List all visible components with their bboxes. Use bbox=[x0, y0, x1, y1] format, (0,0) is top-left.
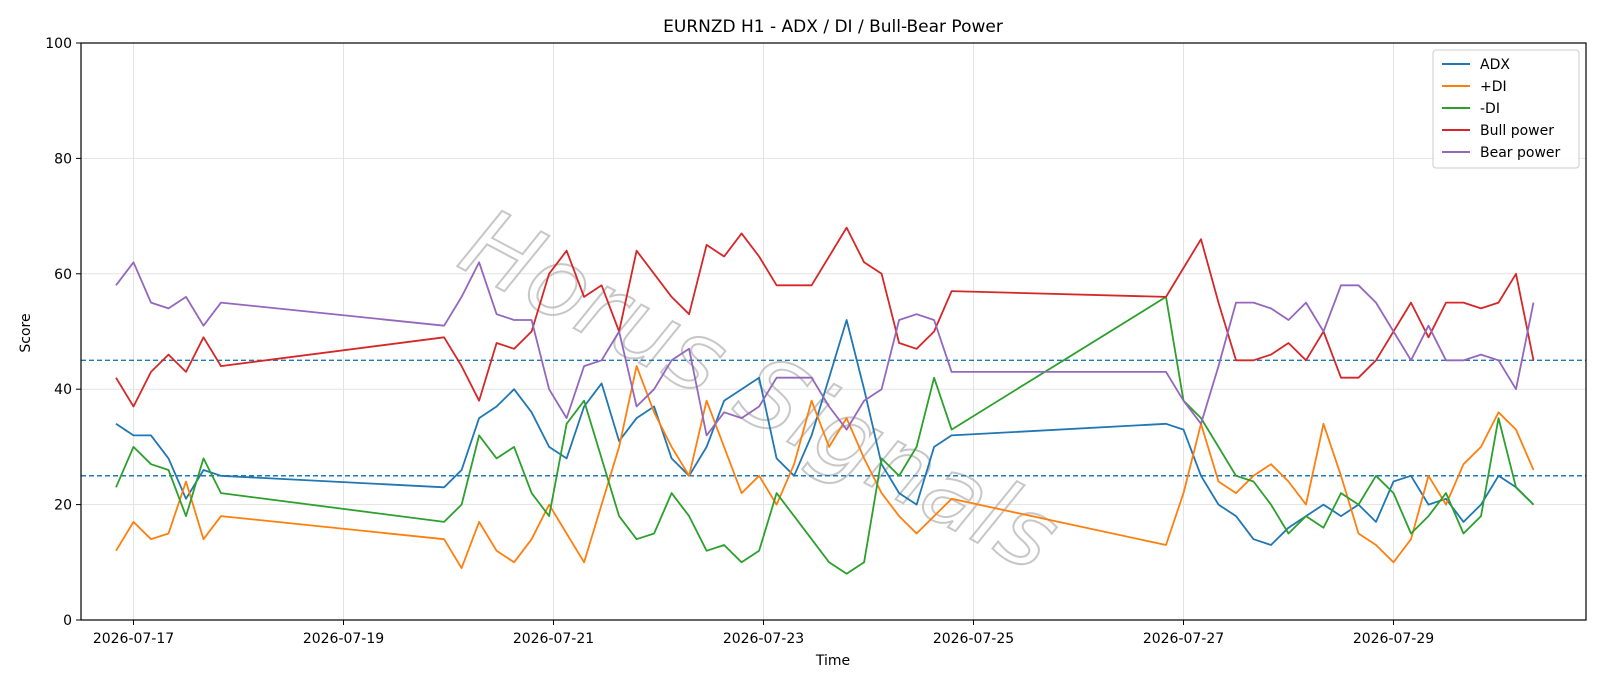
legend: ADX +DI -DI Bull power Bear power bbox=[1432, 49, 1580, 169]
x-tick-label: 2026-07-25 bbox=[933, 631, 1014, 647]
series-line-adx bbox=[115, 319, 1535, 546]
x-axis-label: Time bbox=[815, 653, 850, 669]
y-tick-label: 100 bbox=[45, 36, 72, 52]
series-lines bbox=[115, 226, 1535, 575]
x-tick-label: 2026-07-27 bbox=[1143, 631, 1224, 647]
legend-box bbox=[1432, 49, 1580, 169]
legend-label: +DI bbox=[1480, 79, 1507, 95]
series-line-bull-power bbox=[115, 226, 1535, 408]
series-line-bear-power bbox=[115, 261, 1535, 437]
x-tick-label: 2026-07-21 bbox=[513, 631, 594, 647]
legend-label: Bear power bbox=[1480, 145, 1561, 161]
plot-frame bbox=[80, 42, 1587, 621]
x-tick-label: 2026-07-23 bbox=[723, 631, 804, 647]
y-axis-label: Score bbox=[18, 313, 34, 352]
x-tick-label: 2026-07-29 bbox=[1353, 631, 1434, 647]
series-line-di bbox=[115, 295, 1535, 575]
legend-label: ADX bbox=[1480, 57, 1510, 73]
y-tick-label: 20 bbox=[54, 498, 72, 514]
x-tick-label: 2026-07-19 bbox=[303, 631, 384, 647]
legend-label: Bull power bbox=[1480, 123, 1554, 139]
y-tick-label: 0 bbox=[63, 613, 72, 629]
y-tick-label: 60 bbox=[54, 267, 72, 283]
axis-ticks: 0 20 40 60 80 100 2026-07-17 2026-07-19 2026-07-… bbox=[45, 36, 1434, 647]
legend-label: -DI bbox=[1480, 101, 1500, 117]
y-tick-label: 40 bbox=[54, 382, 72, 398]
y-tick-label: 80 bbox=[54, 151, 72, 167]
x-tick-label: 2026-07-17 bbox=[93, 631, 174, 647]
chart-title: EURNZD H1 - ADX / DI / Bull-Bear Power bbox=[663, 17, 1003, 37]
series-line-di bbox=[115, 365, 1535, 569]
